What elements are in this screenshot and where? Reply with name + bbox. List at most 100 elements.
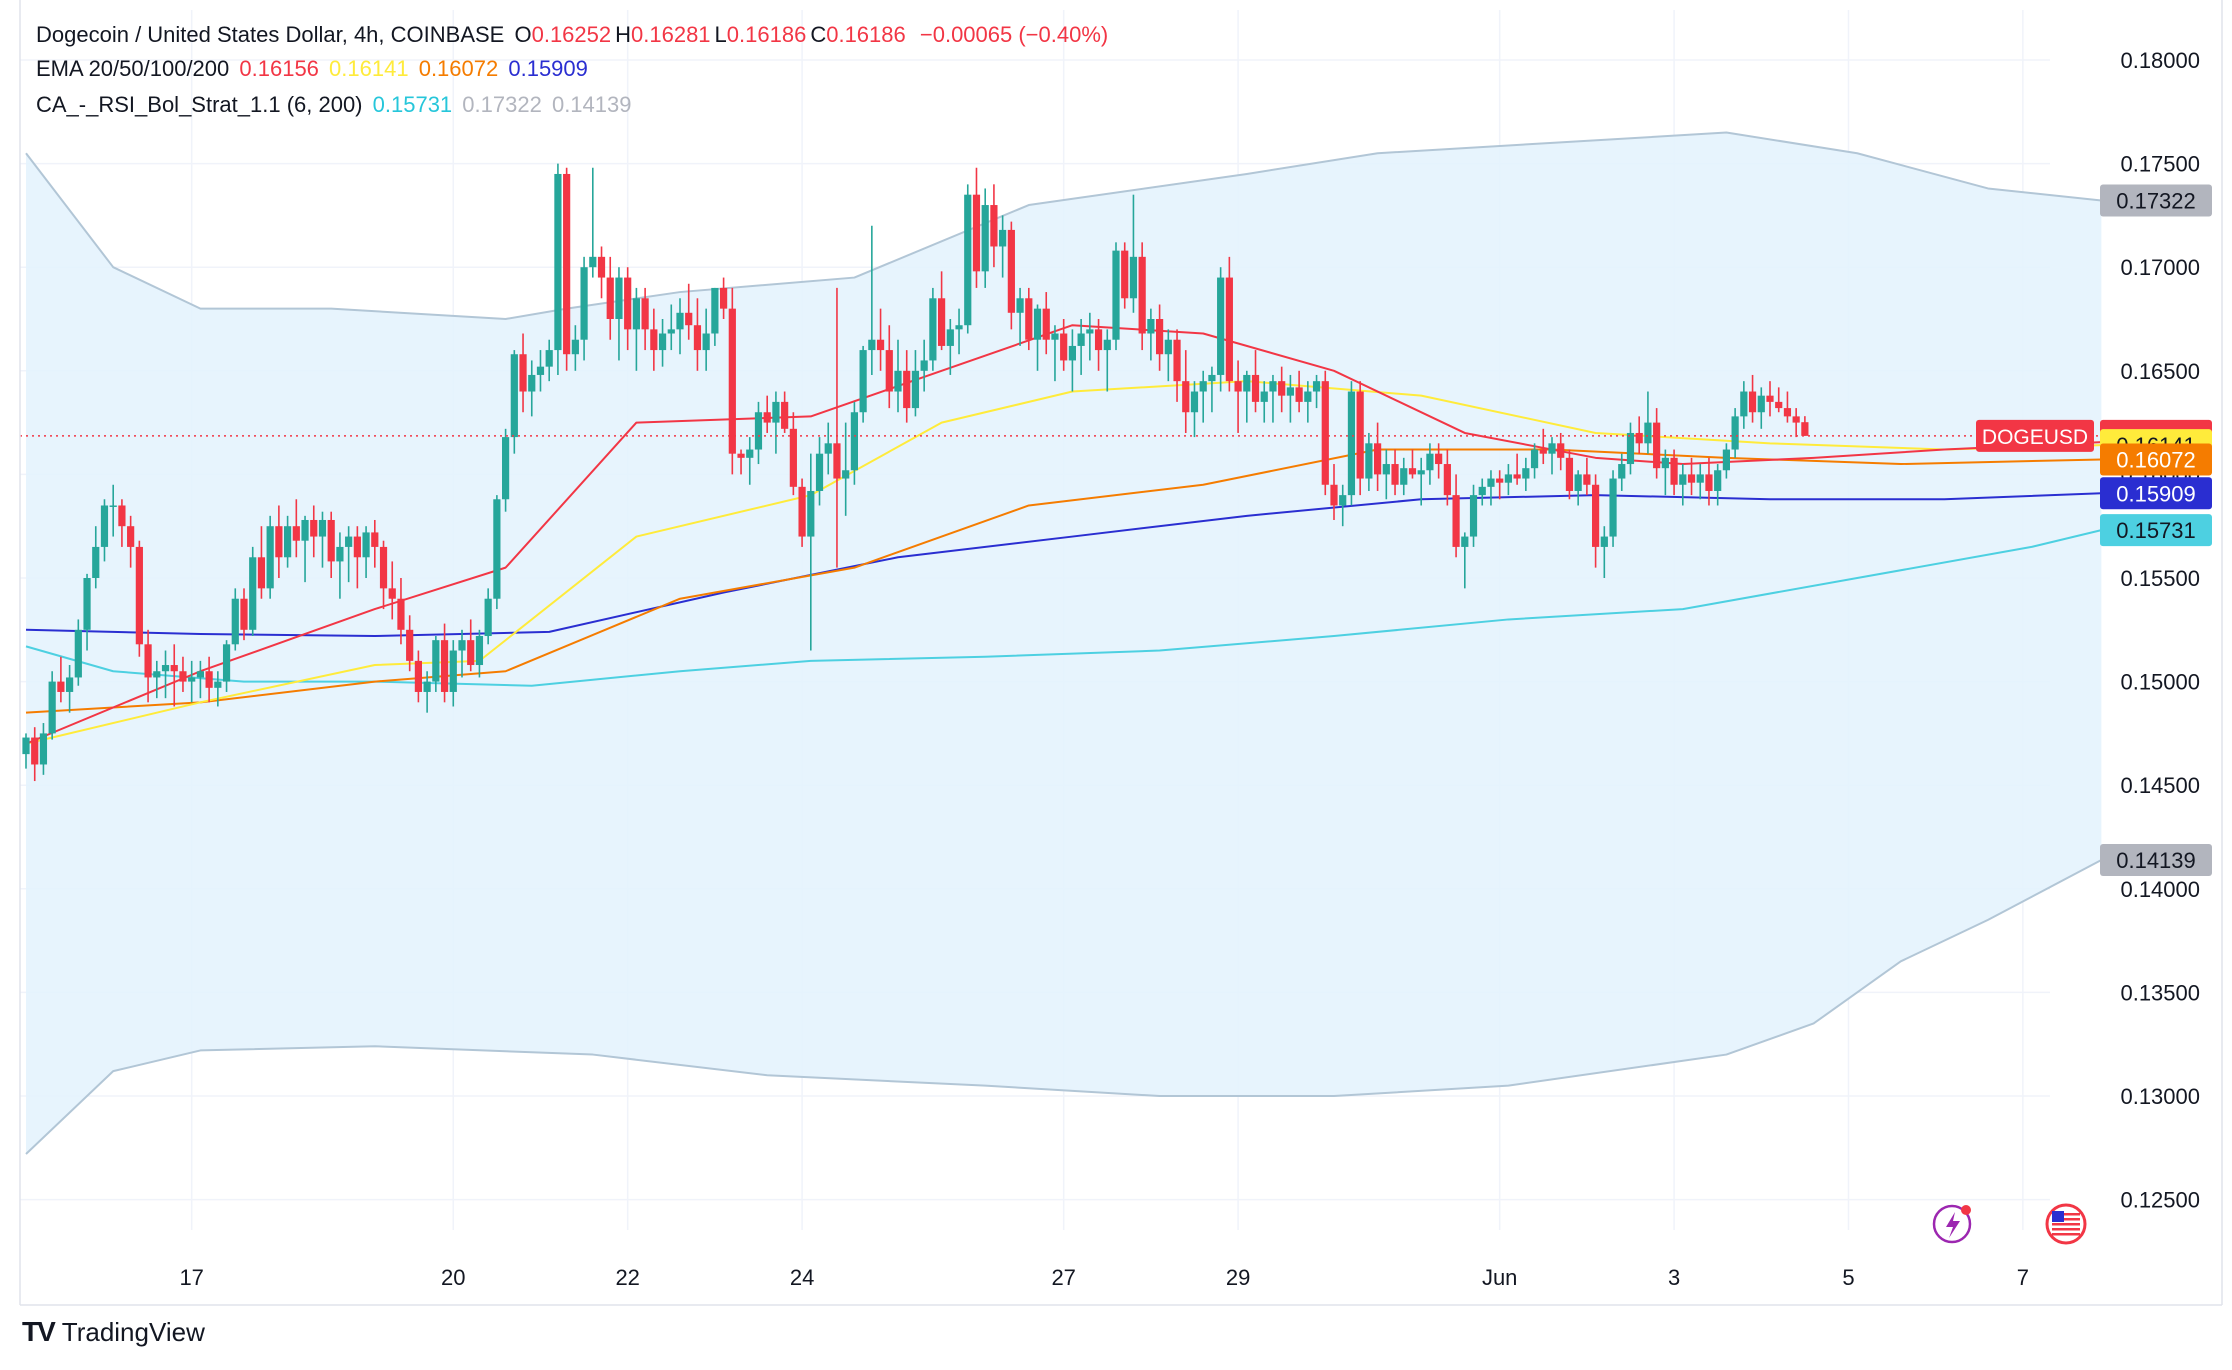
candle-body[interactable] [1365, 443, 1373, 479]
candle-body[interactable] [74, 629, 82, 678]
candle-body[interactable] [1574, 474, 1582, 491]
candle-body[interactable] [999, 229, 1007, 247]
candle-body[interactable] [92, 546, 100, 578]
candle-body[interactable] [1522, 468, 1530, 479]
candle-body[interactable] [1225, 277, 1233, 382]
candle-body[interactable] [1182, 381, 1190, 413]
candle-body[interactable] [31, 737, 39, 765]
candle-body[interactable] [1304, 391, 1312, 402]
candle-body[interactable] [1339, 495, 1347, 506]
candle-body[interactable] [196, 671, 204, 678]
candle-body[interactable] [1670, 457, 1678, 485]
candle-body[interactable] [1208, 374, 1216, 382]
candle-body[interactable] [1452, 495, 1460, 547]
candle-body[interactable] [1548, 443, 1556, 454]
candle-body[interactable] [379, 546, 388, 589]
candle-body[interactable] [763, 412, 771, 423]
candle-body[interactable] [423, 681, 431, 692]
candle-body[interactable] [1408, 468, 1417, 475]
candle-body[interactable] [1714, 470, 1722, 491]
candle-body[interactable] [632, 298, 640, 330]
candle-body[interactable] [275, 526, 283, 558]
candle-body[interactable] [1330, 484, 1338, 506]
candle-body[interactable] [1068, 345, 1076, 361]
candle-body[interactable] [859, 350, 867, 413]
candle-body[interactable] [1757, 395, 1765, 413]
candle-body[interactable] [946, 329, 954, 346]
candle-body[interactable] [205, 671, 213, 688]
candle-body[interactable] [929, 298, 937, 361]
candle-body[interactable] [118, 505, 126, 527]
candle-body[interactable] [397, 598, 405, 630]
candle-body[interactable] [1783, 408, 1792, 417]
candle-body[interactable] [1312, 381, 1321, 392]
candle-body[interactable] [964, 194, 972, 326]
candle-body[interactable] [1426, 453, 1434, 471]
candle-body[interactable] [789, 428, 797, 487]
candle-body[interactable] [161, 665, 170, 672]
candle-body[interactable] [310, 519, 318, 537]
candle-body[interactable] [1190, 391, 1199, 413]
candle-body[interactable] [1775, 401, 1783, 409]
candle-body[interactable] [406, 629, 414, 661]
candle-body[interactable] [1086, 329, 1094, 334]
candle-body[interactable] [48, 681, 56, 734]
rsi-basis-line[interactable] [25, 529, 2102, 687]
candle-body[interactable] [1295, 387, 1303, 402]
candle-body[interactable] [833, 443, 841, 479]
candle-body[interactable] [502, 437, 510, 500]
candle-body[interactable] [981, 205, 989, 272]
tradingview-brand[interactable]: TV TradingView [22, 1316, 205, 1348]
candle-body[interactable] [127, 526, 135, 547]
candle-body[interactable] [676, 312, 684, 330]
candle-body[interactable] [1696, 474, 1704, 483]
candle-body[interactable] [685, 312, 693, 326]
candle-body[interactable] [563, 173, 571, 355]
candle-body[interactable] [284, 526, 292, 558]
candle-body[interactable] [815, 453, 824, 491]
candle-body[interactable] [292, 526, 300, 541]
candle-body[interactable] [1042, 308, 1050, 340]
candle-body[interactable] [484, 598, 492, 637]
candle-body[interactable] [1644, 422, 1652, 444]
indicator-legend[interactable]: CA_-_RSI_Bol_Strat_1.1 (6, 200) 0.15731 … [36, 92, 635, 118]
candle-body[interactable] [1060, 333, 1068, 361]
candle-body[interactable] [693, 325, 702, 351]
candle-body[interactable] [589, 256, 597, 268]
candle-body[interactable] [1094, 329, 1103, 351]
candle-body[interactable] [1530, 449, 1539, 469]
candle-body[interactable] [911, 370, 920, 409]
candle-body[interactable] [1077, 333, 1085, 346]
candle-body[interactable] [1443, 464, 1451, 496]
candle-body[interactable] [170, 665, 178, 672]
ema20-line[interactable] [25, 324, 2102, 745]
candle-body[interactable] [903, 370, 911, 409]
candle-body[interactable] [1033, 308, 1042, 340]
candle-body[interactable] [493, 499, 501, 599]
candle-body[interactable] [1217, 277, 1225, 375]
candle-body[interactable] [781, 401, 789, 429]
candle-body[interactable] [231, 598, 239, 645]
candle-body[interactable] [475, 636, 484, 666]
candle-body[interactable] [1321, 381, 1329, 485]
candle-body[interactable] [1504, 474, 1512, 483]
candle-body[interactable] [1173, 339, 1181, 382]
band-lower-line[interactable] [25, 859, 2102, 1155]
candle-body[interactable] [1007, 229, 1015, 313]
candle-body[interactable] [1025, 298, 1033, 340]
candle-body[interactable] [1740, 391, 1748, 417]
candle-body[interactable] [327, 519, 335, 562]
candle-body[interactable] [1417, 470, 1425, 475]
candle-body[interactable] [1461, 536, 1469, 547]
candle-body[interactable] [1121, 250, 1129, 299]
candle-body[interactable] [371, 532, 379, 547]
candle-body[interactable] [1382, 464, 1390, 475]
candle-body[interactable] [345, 536, 353, 547]
candle-body[interactable] [440, 640, 449, 692]
candle-body[interactable] [1374, 443, 1382, 475]
candle-body[interactable] [1748, 391, 1757, 413]
candle-body[interactable] [624, 277, 632, 330]
candle-body[interactable] [798, 486, 806, 537]
candle-body[interactable] [1269, 381, 1277, 392]
